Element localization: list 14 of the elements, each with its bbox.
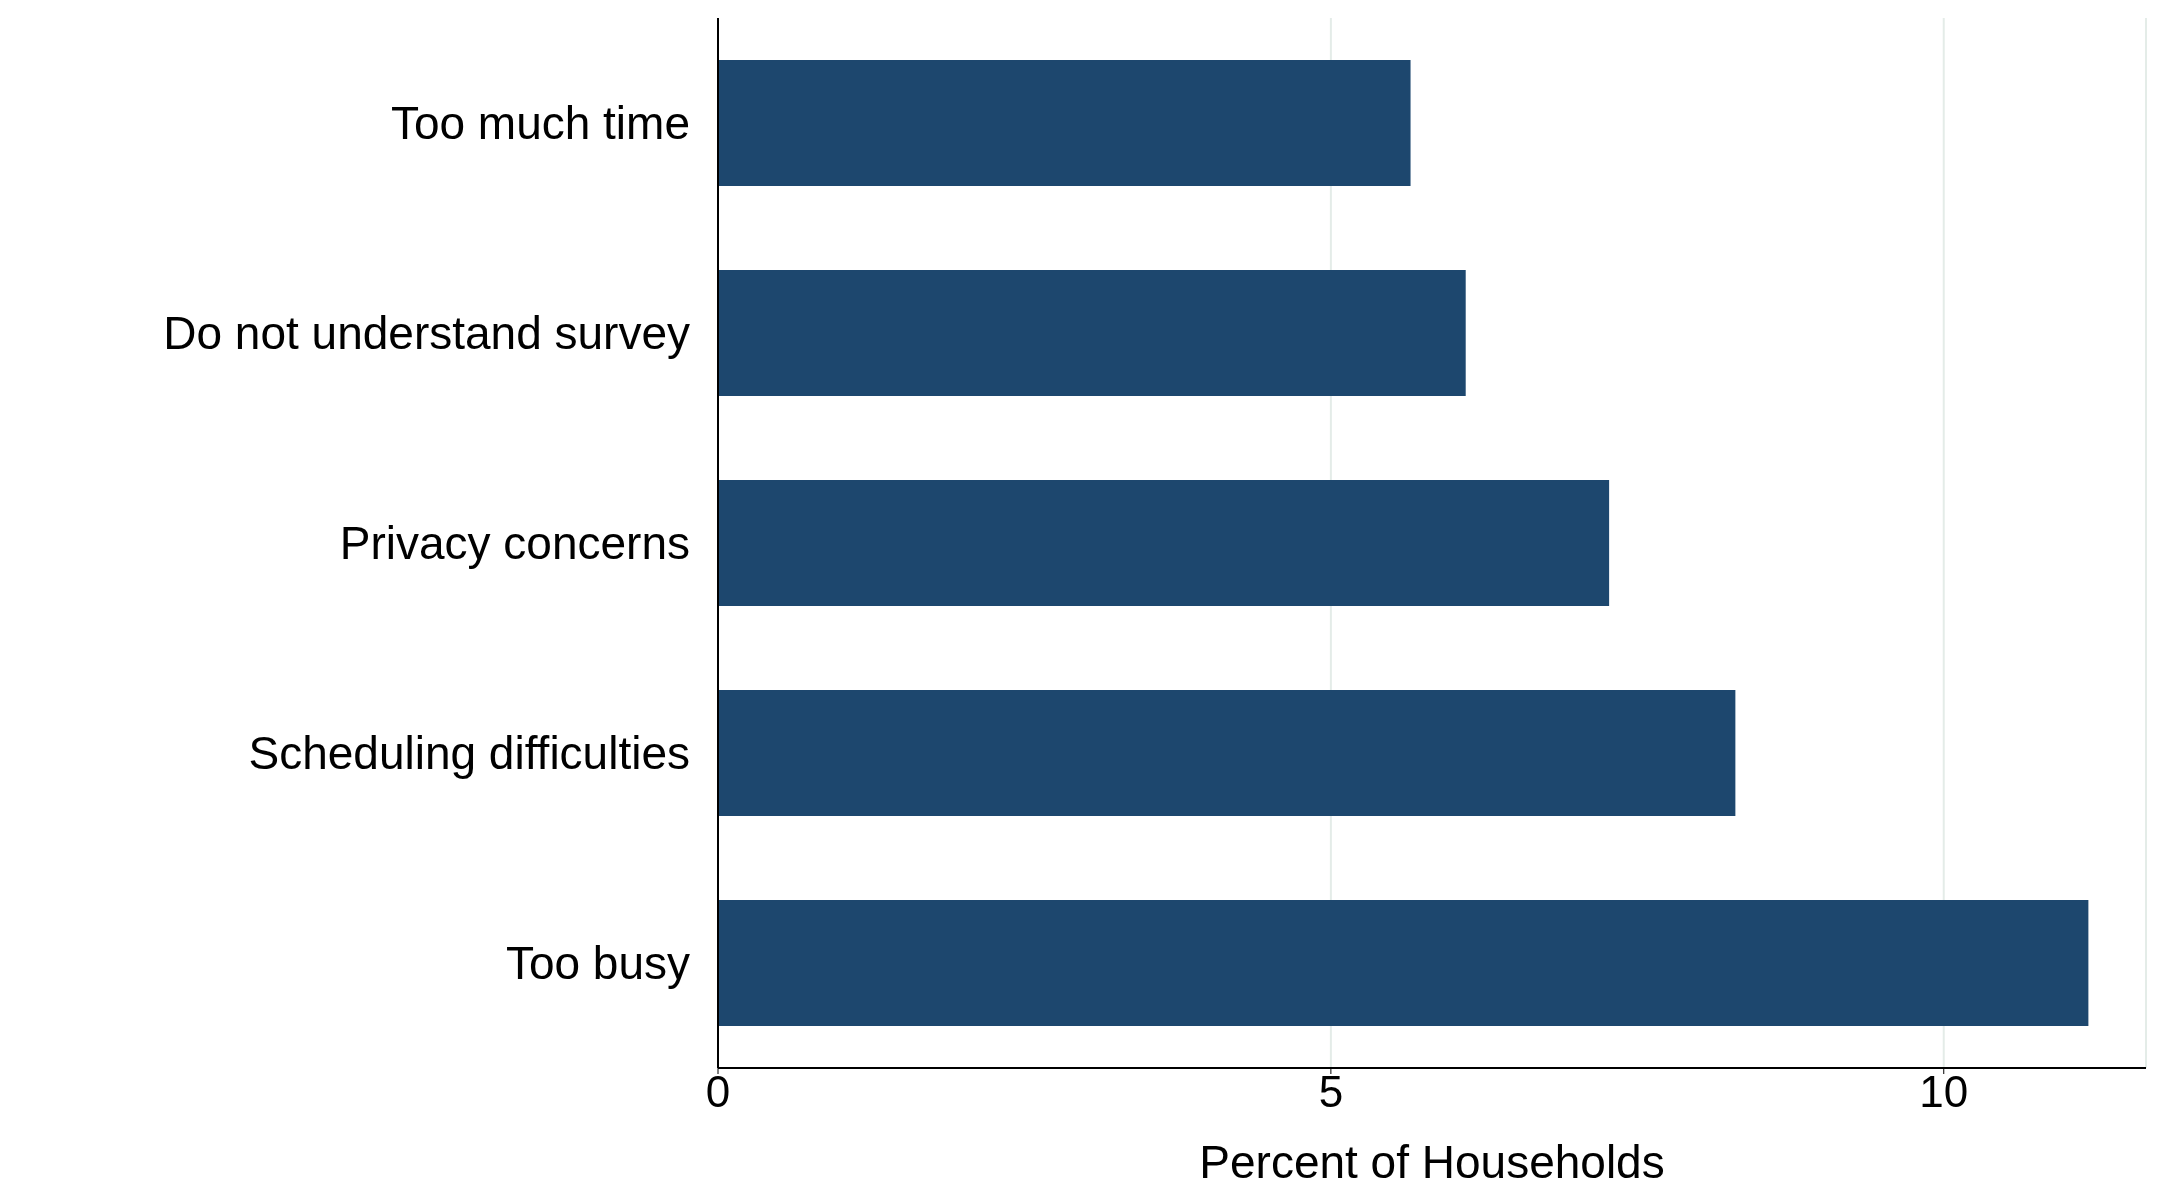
x-tick-label: 5 [1318, 1067, 1344, 1117]
bar [718, 480, 1610, 606]
x-tick-label: 10 [1919, 1067, 1969, 1117]
x-tick-label: 0 [705, 1067, 731, 1117]
y-tick-label: Too busy [505, 937, 690, 990]
bar [718, 900, 2089, 1026]
bar [718, 690, 1736, 816]
x-axis-title: Percent of Households [1199, 1136, 1665, 1188]
bar [718, 270, 1466, 396]
y-tick-label: Do not understand survey [163, 307, 690, 360]
y-tick-label: Scheduling difficulties [248, 727, 690, 780]
y-tick-label: Too much time [390, 97, 690, 150]
y-tick-label: Privacy concerns [339, 517, 690, 570]
bar [718, 60, 1411, 186]
